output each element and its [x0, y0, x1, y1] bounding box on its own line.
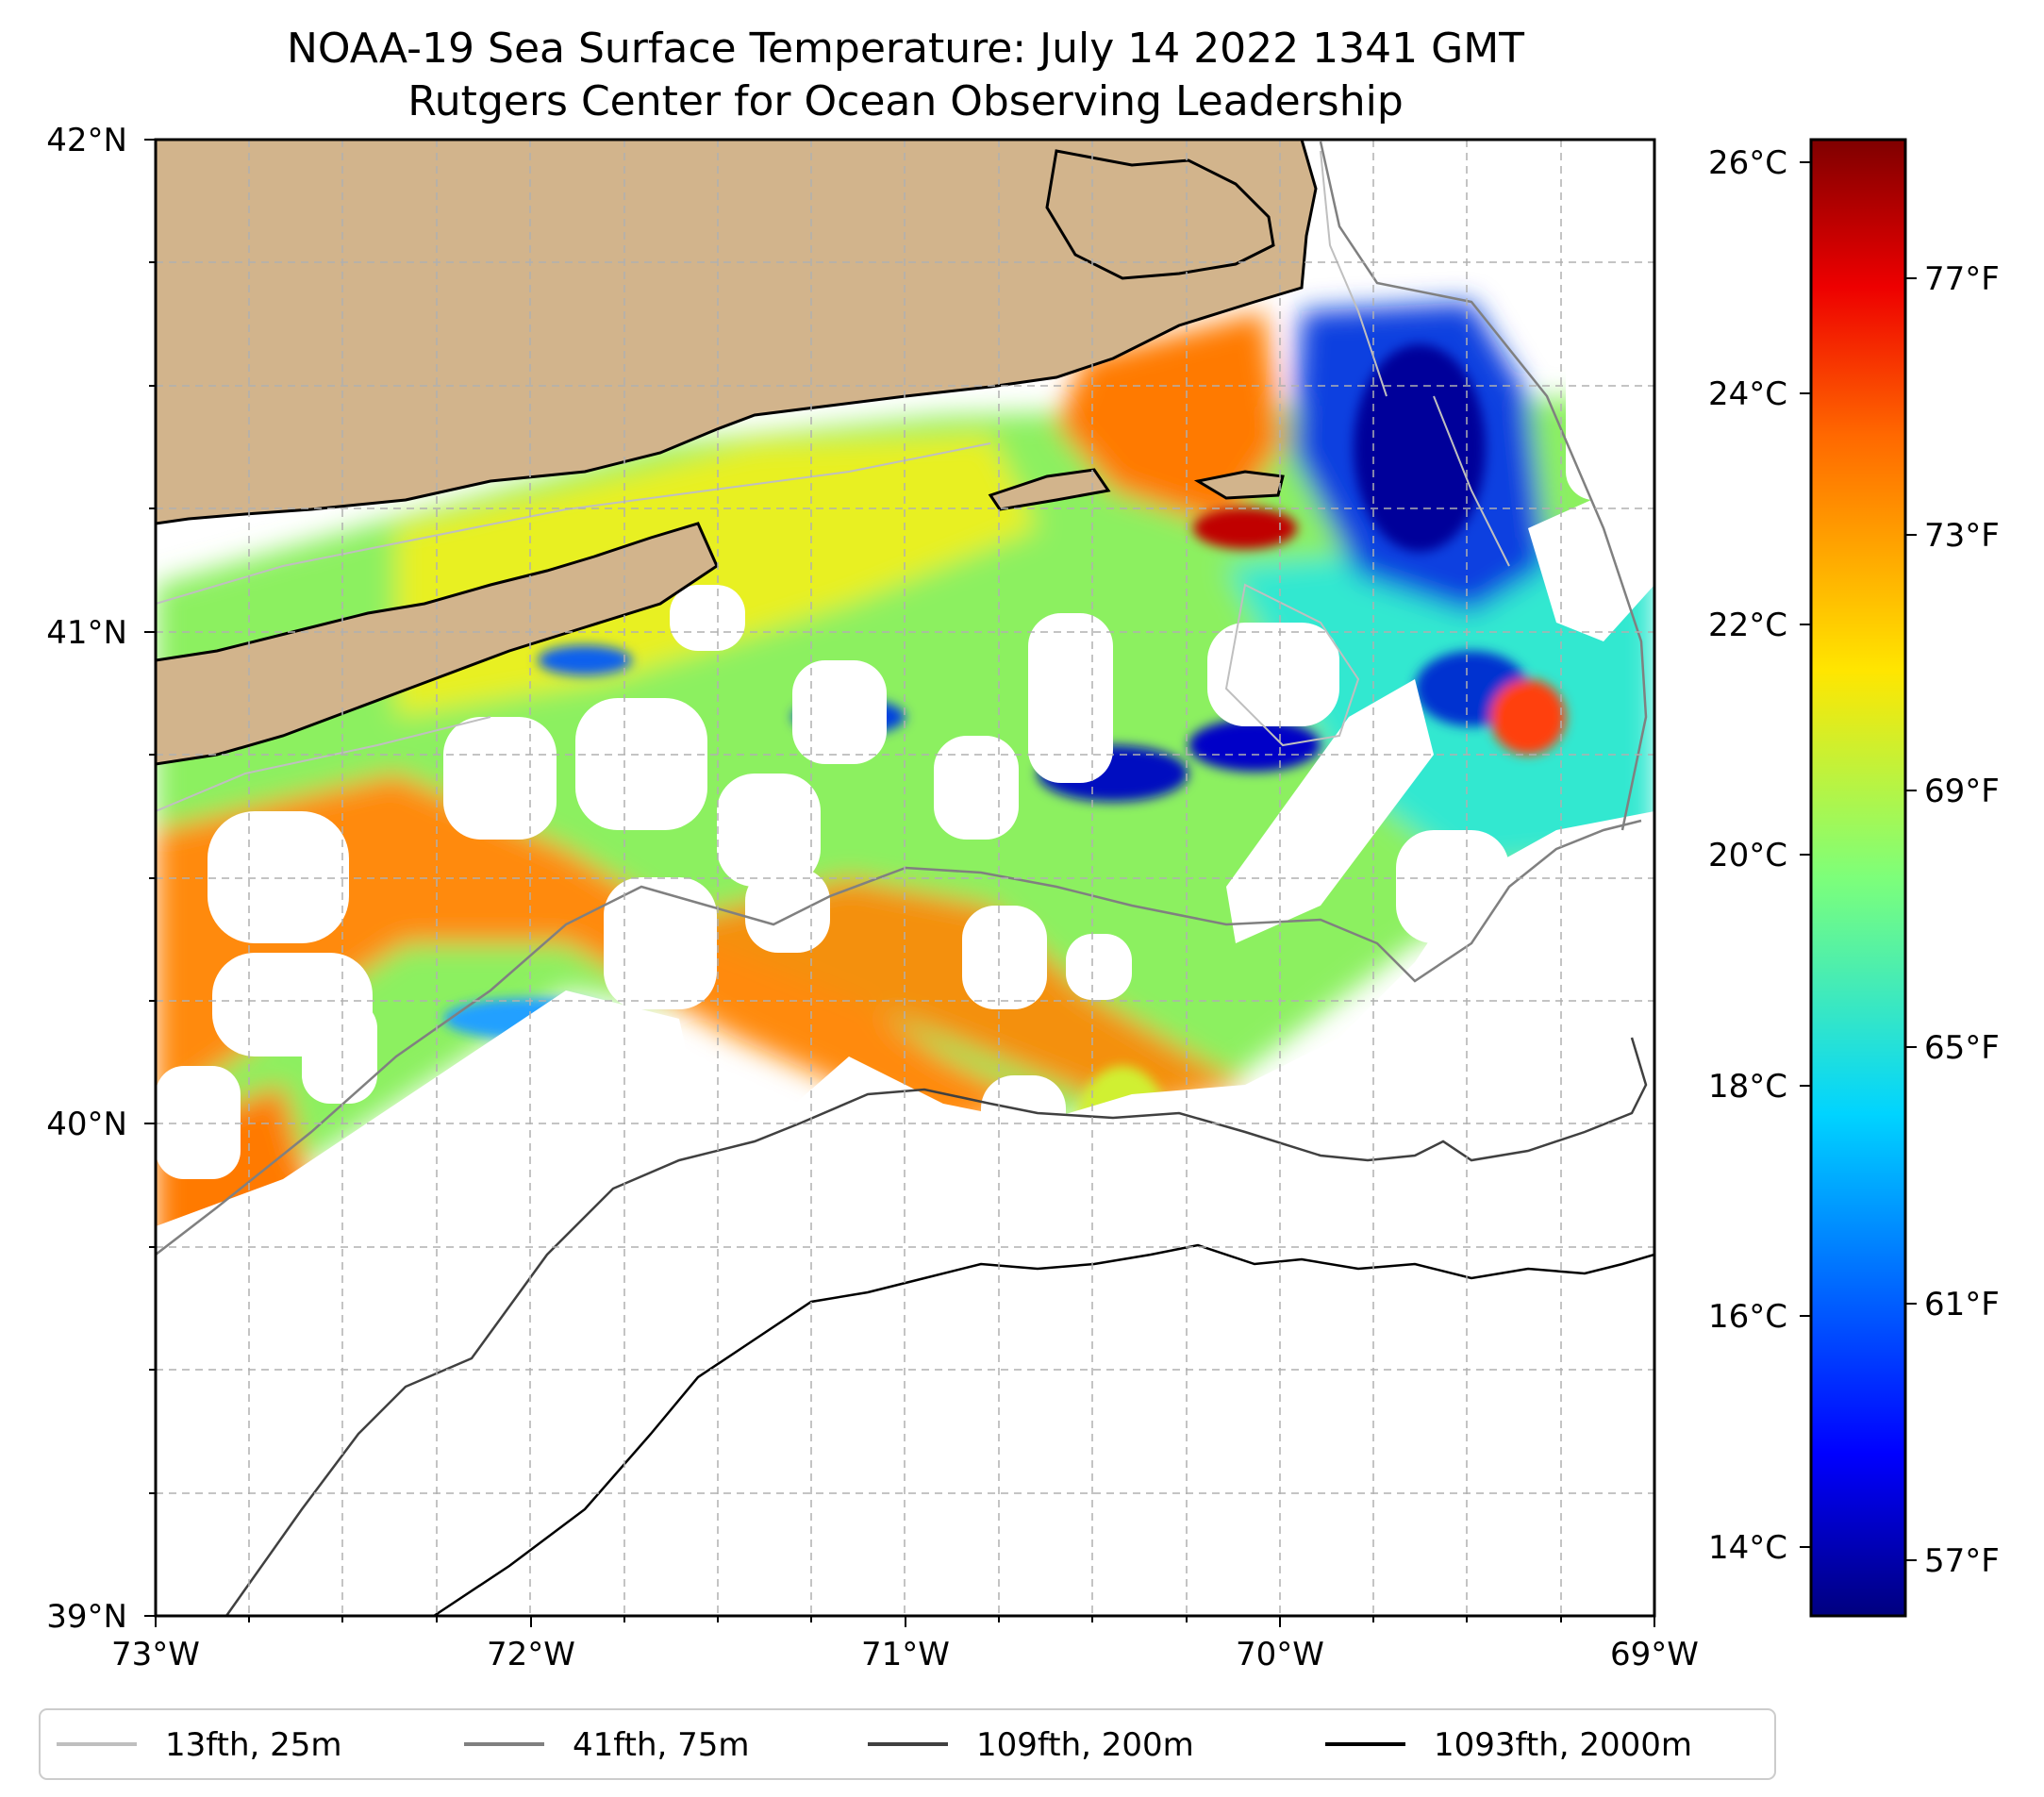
- colorbar-f-label-65: 65°F: [1924, 1029, 2000, 1067]
- bathymetry-contours: [156, 141, 1654, 1616]
- cloud-14: [1066, 934, 1132, 1000]
- depth-legend: 13fth, 25m 41fth, 75m 109fth, 200m 1093f…: [39, 1708, 1776, 1780]
- cloud-2: [208, 811, 349, 943]
- legend-label-2000m: 1093fth, 2000m: [1434, 1726, 1692, 1764]
- lon-label-70: 70°W: [1236, 1636, 1324, 1673]
- cloud-13: [981, 1075, 1066, 1198]
- cloud-9: [670, 585, 745, 651]
- land-new-england: [156, 140, 1318, 525]
- cloud-8: [792, 660, 887, 764]
- colorbar-f-label-61: 61°F: [1924, 1286, 2000, 1323]
- lat-label-42: 42°N: [46, 122, 127, 159]
- cloud-12: [962, 906, 1047, 1009]
- colorbar-c-label-16: 16°C: [1708, 1298, 1787, 1336]
- colorbar-f-ticks: [1905, 277, 1917, 1561]
- lon-label-71: 71°W: [861, 1636, 950, 1673]
- land-martha-vineyard: [988, 468, 1111, 511]
- legend-label-75m: 41fth, 75m: [573, 1726, 750, 1764]
- sst-nearshore-orange: [156, 774, 1038, 1132]
- cloud-5: [604, 877, 717, 1009]
- contour-75m: [156, 141, 1648, 1256]
- lon-label-69: 69°W: [1610, 1636, 1699, 1673]
- colorbar-c-label-22: 22°C: [1708, 607, 1787, 644]
- colorbar-f-label-57: 57°F: [1924, 1542, 2000, 1580]
- colorbar-c-ticks: [1800, 161, 1811, 1548]
- colorbar-c-label-20: 20°C: [1708, 837, 1787, 874]
- colorbar-gradient: [1809, 138, 1907, 1618]
- cloud-21: [1321, 141, 1396, 198]
- sst-warm-patch-east: [1490, 679, 1566, 755]
- cloud-22: [1566, 330, 1654, 500]
- lon-label-72: 72°W: [487, 1636, 575, 1673]
- cloud-15: [1207, 623, 1339, 726]
- map-tick-marks: [144, 139, 1655, 1627]
- lon-tick-marks: [155, 1616, 1655, 1627]
- colorbar-c-label-24: 24°C: [1708, 375, 1787, 413]
- cloud-7: [745, 868, 830, 953]
- sst-cold-streak-5: [538, 645, 632, 675]
- cloud-18: [1528, 472, 1654, 641]
- lat-tick-marks: [144, 139, 156, 1617]
- map-area: [156, 140, 1654, 1616]
- colorbar-f-label-69: 69°F: [1924, 773, 2000, 810]
- land-cape-cod: [1045, 149, 1275, 280]
- cloud-11: [934, 736, 1019, 840]
- cloud-20: [1537, 151, 1654, 208]
- colorbar: 26°C 24°C 22°C 20°C 18°C 16°C 14°C 77°F …: [1708, 138, 2000, 1618]
- lat-label-39: 39°N: [46, 1598, 127, 1636]
- cloud-24: [302, 1000, 377, 1104]
- sst-cold-streak-2: [1188, 719, 1321, 772]
- colorbar-c-label-26: 26°C: [1708, 144, 1787, 182]
- cloud-1: [443, 717, 557, 840]
- contour-2000m: [433, 1243, 1654, 1616]
- contour-25m: [156, 150, 1510, 812]
- title-line-1: NOAA-19 Sea Surface Temperature: July 14…: [287, 25, 1524, 73]
- lat-label-41: 41°N: [46, 614, 127, 652]
- cloud-10: [1028, 613, 1113, 783]
- legend-label-25m: 13fth, 25m: [165, 1726, 342, 1764]
- lat-label-40: 40°N: [46, 1106, 127, 1143]
- cloud-23: [156, 1066, 241, 1179]
- colorbar-c-label-14: 14°C: [1708, 1529, 1787, 1567]
- title-line-2: Rutgers Center for Ocean Observing Leade…: [407, 77, 1404, 125]
- cloud-17: [1396, 830, 1509, 943]
- legend-label-200m: 109fth, 200m: [976, 1726, 1194, 1764]
- cloud-6: [717, 774, 821, 887]
- lon-label-73: 73°W: [111, 1636, 200, 1673]
- sst-yellow-band: [396, 434, 1038, 717]
- colorbar-f-label-73: 73°F: [1924, 517, 2000, 555]
- sst-warm-patch-ma: [1193, 507, 1297, 549]
- cloud-16: [1226, 679, 1434, 943]
- contour-200m: [224, 1037, 1648, 1616]
- colorbar-c-label-18: 18°C: [1708, 1068, 1787, 1106]
- colorbar-f-label-77: 77°F: [1924, 260, 2000, 298]
- cloud-4: [575, 698, 707, 830]
